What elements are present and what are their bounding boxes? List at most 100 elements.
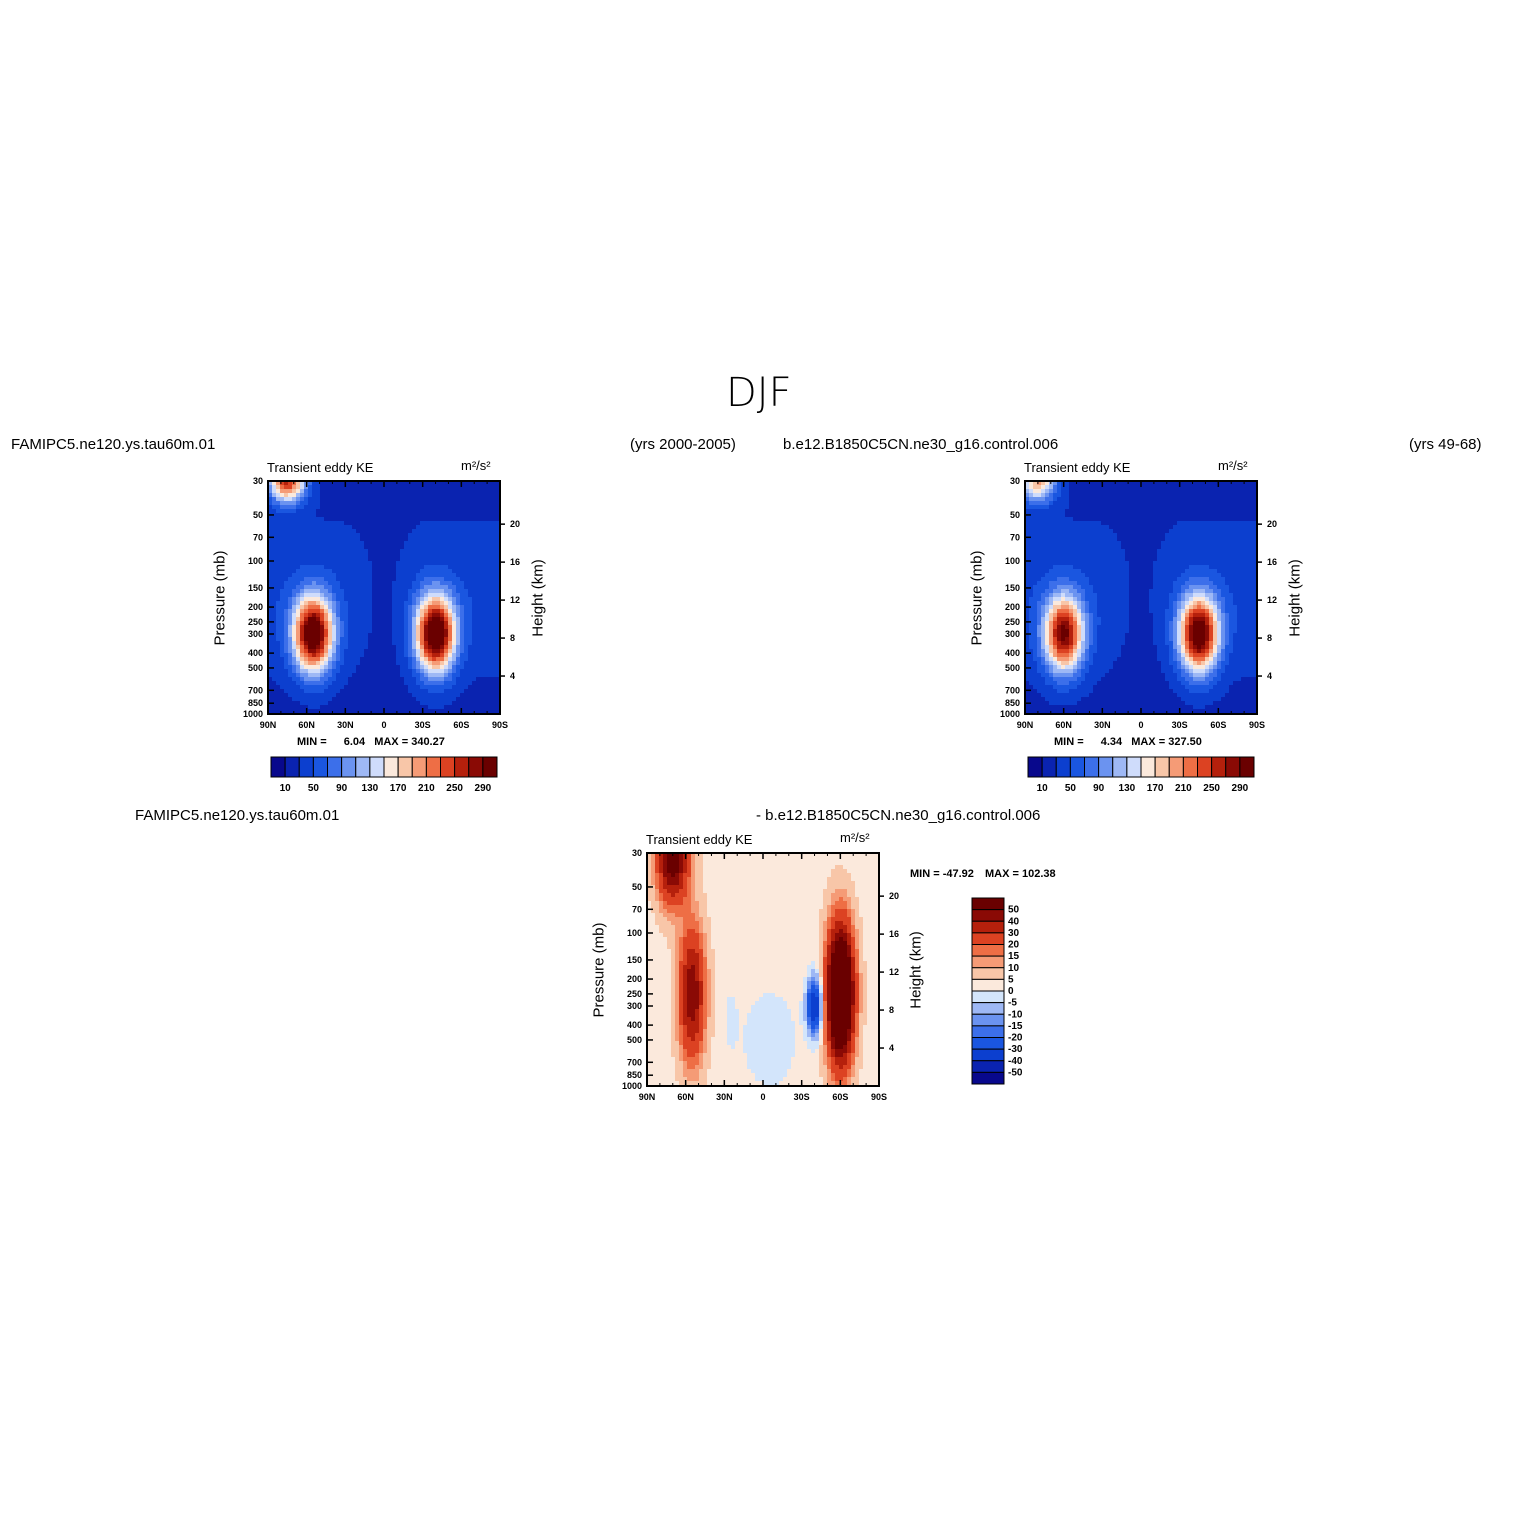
- field-cell: [348, 701, 353, 706]
- field-cell: [1101, 545, 1106, 550]
- field-cell: [1033, 521, 1038, 526]
- field-cell: [276, 593, 281, 598]
- field-cell: [412, 577, 417, 582]
- diff-label: - b.e12.B1850C5CN.ne30_g16.control.006: [756, 807, 1041, 824]
- field-cell: [1173, 509, 1178, 514]
- field-cell: [480, 661, 485, 666]
- field-cell: [1061, 489, 1066, 494]
- field-cell: [344, 521, 349, 526]
- field-cell: [1073, 569, 1078, 574]
- field-cell: [468, 609, 473, 614]
- field-cell: [476, 681, 481, 686]
- field-cell: [356, 689, 361, 694]
- field-cell: [428, 489, 433, 494]
- field-cell: [268, 661, 273, 666]
- field-cell: [336, 513, 341, 518]
- field-cell: [384, 589, 389, 594]
- field-cell: [1045, 533, 1050, 538]
- field-cell: [424, 613, 429, 618]
- field-cell: [440, 521, 445, 526]
- field-cell: [344, 701, 349, 706]
- field-cell: [288, 681, 293, 686]
- field-cell: [336, 493, 341, 498]
- field-cell: [1149, 533, 1154, 538]
- field-cell: [1049, 561, 1054, 566]
- field-cell: [272, 561, 277, 566]
- field-cell: [304, 697, 309, 702]
- field-cell: [376, 605, 381, 610]
- field-cell: [464, 645, 469, 650]
- field-cell: [1057, 485, 1062, 490]
- field-cell: [480, 593, 485, 598]
- field-cell: [292, 489, 297, 494]
- field-cell: [388, 697, 393, 702]
- field-cell: [356, 585, 361, 590]
- field-cell: [340, 569, 345, 574]
- field-cell: [308, 645, 313, 650]
- field-cell: [452, 661, 457, 666]
- field-cell: [384, 497, 389, 502]
- field-cell: [1221, 481, 1226, 486]
- field-cell: [304, 525, 309, 530]
- field-cell: [300, 677, 305, 682]
- field-cell: [480, 553, 485, 558]
- field-cell: [1229, 533, 1234, 538]
- field-cell: [392, 637, 397, 642]
- field-cell: [376, 645, 381, 650]
- field-cell: [1169, 489, 1174, 494]
- field-cell: [368, 597, 373, 602]
- field-cell: [388, 533, 393, 538]
- field-cell: [332, 493, 337, 498]
- field-cell: [352, 565, 357, 570]
- field-cell: [452, 705, 457, 710]
- field-cell: [392, 585, 397, 590]
- field-cell: [268, 637, 273, 642]
- field-cell: [492, 685, 497, 690]
- field-cell: [380, 653, 385, 658]
- field-cell: [324, 701, 329, 706]
- field-cell: [1049, 533, 1054, 538]
- field-cell: [480, 629, 485, 634]
- field-cell: [468, 517, 473, 522]
- field-cell: [388, 573, 393, 578]
- field-cell: [324, 653, 329, 658]
- y-tick-label: 50: [253, 510, 263, 520]
- field-cell: [352, 669, 357, 674]
- field-cell: [300, 561, 305, 566]
- field-cell: [284, 485, 289, 490]
- y-tick-label: 1000: [243, 709, 263, 719]
- field-cell: [308, 493, 313, 498]
- field-cell: [1169, 565, 1174, 570]
- field-cell: [1057, 549, 1062, 554]
- field-cell: [456, 609, 461, 614]
- field-cell: [480, 705, 485, 710]
- panel3-units: m²/s²: [840, 830, 870, 845]
- field-cell: [400, 545, 405, 550]
- field-cell: [1029, 573, 1034, 578]
- field-cell: [488, 565, 493, 570]
- field-cell: [480, 529, 485, 534]
- field-cell: [1153, 513, 1158, 518]
- field-cell: [480, 641, 485, 646]
- field-cell: [1241, 509, 1246, 514]
- field-cell: [360, 593, 365, 598]
- field-cell: [268, 705, 273, 710]
- field-cell: [1065, 485, 1070, 490]
- field-cell: [340, 605, 345, 610]
- field-cell: [1033, 481, 1038, 486]
- field-cell: [440, 585, 445, 590]
- field-cell: [380, 521, 385, 526]
- field-cell: [1249, 501, 1254, 506]
- field-cell: [392, 685, 397, 690]
- field-cell: [1077, 577, 1082, 582]
- field-cell: [1253, 553, 1258, 558]
- field-cell: [1053, 489, 1058, 494]
- field-cell: [388, 481, 393, 486]
- field-cell: [272, 573, 277, 578]
- field-cell: [1097, 533, 1102, 538]
- field-cell: [1205, 537, 1210, 542]
- field-cell: [428, 641, 433, 646]
- field-cell: [300, 537, 305, 542]
- field-cell: [340, 589, 345, 594]
- field-cell: [1221, 565, 1226, 570]
